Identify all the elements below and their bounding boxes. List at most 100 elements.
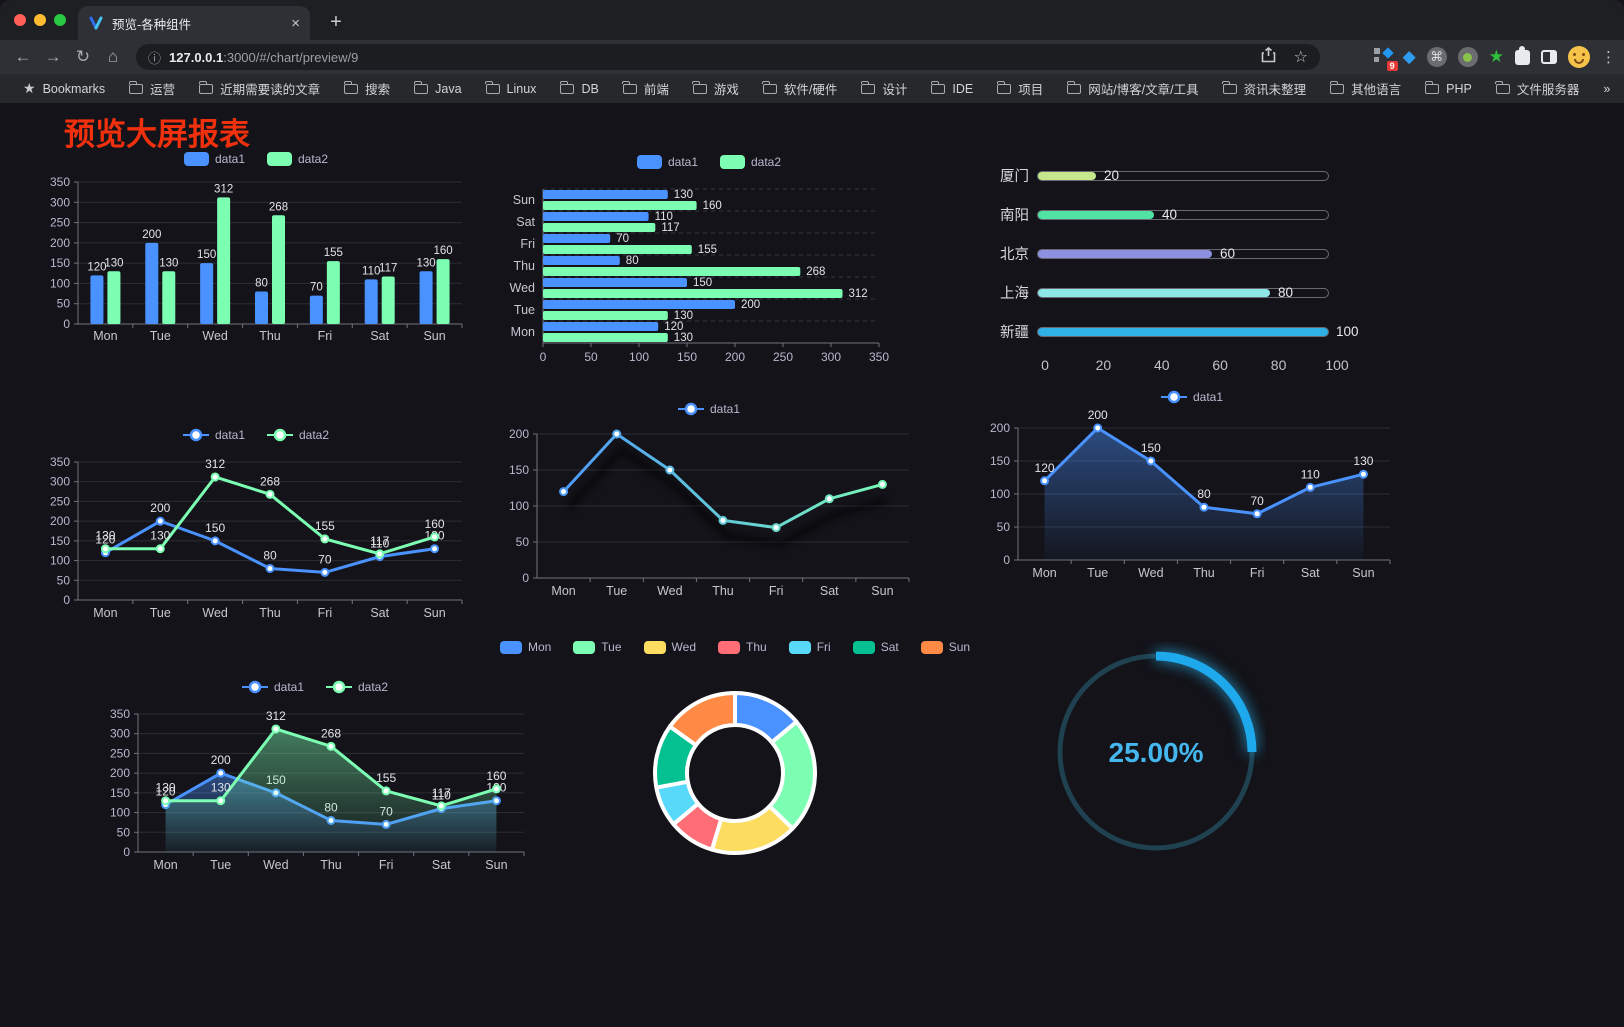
window-minimize-button[interactable] xyxy=(34,14,46,26)
bookmark-folder[interactable]: Linux xyxy=(477,80,546,98)
svg-text:200: 200 xyxy=(725,350,745,364)
bookmark-folder[interactable]: 文件服务器 xyxy=(1487,77,1589,100)
svg-text:Wed: Wed xyxy=(510,281,536,295)
svg-text:Fri: Fri xyxy=(520,237,535,251)
axis-tick-label: 20 xyxy=(1095,357,1112,373)
svg-text:160: 160 xyxy=(703,200,722,212)
tab-close-icon[interactable]: × xyxy=(291,14,300,32)
command-extension-icon[interactable]: ⌘ xyxy=(1426,47,1447,67)
site-info-icon[interactable]: ⓘ xyxy=(148,50,162,66)
forward-icon[interactable]: → xyxy=(44,47,62,66)
bookmarks-manager[interactable]: ★ Bookmarks xyxy=(14,78,114,99)
chart-legend: data1 data2 xyxy=(183,150,328,168)
svg-text:150: 150 xyxy=(509,463,529,477)
progress-value: 100 xyxy=(1336,323,1359,339)
bookmark-folder[interactable]: 设计 xyxy=(852,77,916,100)
svg-text:Wed: Wed xyxy=(202,329,228,343)
progress-fill xyxy=(1038,288,1270,297)
legend-item[interactable]: Mon xyxy=(499,640,551,654)
legend-swatch xyxy=(267,152,292,166)
bookmark-folder[interactable]: Java xyxy=(405,80,470,98)
new-tab-button[interactable]: + xyxy=(330,11,342,33)
share-icon[interactable] xyxy=(1261,46,1276,68)
window-zoom-button[interactable] xyxy=(54,14,66,26)
folder-icon xyxy=(1066,80,1082,94)
address-bar[interactable]: ⓘ 127.0.0.1 :3000/#/chart/preview/9 ☆ xyxy=(136,44,1320,70)
folder-icon xyxy=(485,80,500,94)
gem-extension-icon[interactable]: ◆ xyxy=(1402,47,1416,66)
svg-text:200: 200 xyxy=(50,236,70,250)
window-close-button[interactable] xyxy=(14,14,26,26)
bookmark-folder[interactable]: 软件/硬件 xyxy=(754,77,846,100)
browser-toolbar: ← → ↻ ⌂ ⓘ 127.0.0.1 :3000/#/chart/previe… xyxy=(0,40,1624,74)
folder-icon xyxy=(559,80,575,94)
legend-item[interactable]: data1 xyxy=(1160,390,1223,404)
bookmark-label: 近期需要读的文章 xyxy=(220,83,321,97)
legend-item[interactable]: Fri xyxy=(788,640,831,654)
legend-item[interactable]: data1 xyxy=(182,428,245,442)
reload-icon[interactable]: ↻ xyxy=(75,47,91,66)
chart-line-two-series: data1 data2 0 50 100 150 200 250 300 350 Mon Tue Wed… xyxy=(42,426,470,636)
legend-swatch xyxy=(183,152,209,166)
back-icon[interactable]: ← xyxy=(14,47,32,66)
svg-text:80: 80 xyxy=(1197,487,1211,501)
extensions-puzzle-icon[interactable] xyxy=(1515,45,1530,65)
bookmark-folder[interactable]: 项目 xyxy=(988,77,1052,100)
bookmark-folder[interactable]: DB xyxy=(551,80,607,98)
svg-text:312: 312 xyxy=(214,183,233,195)
bookmark-folder[interactable]: 网站/博客/文章/工具 xyxy=(1058,77,1207,100)
svg-text:150: 150 xyxy=(50,256,70,270)
bookmarks-overflow-button[interactable]: » xyxy=(1594,80,1619,98)
legend-item[interactable]: Sat xyxy=(852,640,899,654)
legend-item[interactable]: Tue xyxy=(573,640,622,654)
legend-item[interactable]: data2 xyxy=(326,680,388,694)
bookmark-folder[interactable]: 近期需要读的文章 xyxy=(190,77,329,100)
bookmark-folder[interactable]: 前端 xyxy=(614,77,678,100)
bookmark-folder[interactable]: PHP xyxy=(1416,80,1481,98)
bookmark-label: 游戏 xyxy=(713,83,739,97)
side-panel-icon[interactable] xyxy=(1541,50,1557,64)
browser-tab[interactable]: 预览-各种组件 × xyxy=(78,6,310,40)
legend-swatch xyxy=(920,640,943,654)
folder-icon xyxy=(762,80,777,94)
legend-label: data2 xyxy=(751,155,782,169)
legend-item[interactable]: data1 xyxy=(183,152,245,166)
url-path: :3000/#/chart/preview/9 xyxy=(223,49,359,65)
recorder-extension-icon[interactable] xyxy=(1457,47,1478,67)
svg-text:Thu: Thu xyxy=(1193,566,1215,580)
chart-legend: data1 xyxy=(677,400,740,418)
browser-menu-icon[interactable]: ⋮ xyxy=(1601,49,1616,66)
bookmark-folder[interactable]: 游戏 xyxy=(684,77,748,100)
legend-item[interactable]: data2 xyxy=(267,428,329,442)
legend-item[interactable]: data1 xyxy=(241,680,304,694)
svg-text:50: 50 xyxy=(584,350,598,364)
bookmark-star-icon[interactable]: ☆ xyxy=(1293,49,1308,66)
svg-text:0: 0 xyxy=(63,593,70,607)
line-chart-canvas: 0 50 100 150 200 Mon Tue Wed Thu Fri Sat Sun 120 200 1… xyxy=(990,410,1391,580)
xpath-extension-icon[interactable]: ★ xyxy=(1488,47,1504,66)
legend-label: Wed xyxy=(671,640,696,654)
legend-item[interactable]: Thu xyxy=(718,640,767,654)
bookmark-label: Java xyxy=(435,81,462,96)
bookmark-folder[interactable]: 其他语言 xyxy=(1321,77,1410,100)
page-title: 预览大屏报表 xyxy=(64,117,250,152)
bookmark-folder[interactable]: 搜索 xyxy=(335,77,399,100)
bookmark-folder[interactable]: 资讯未整理 xyxy=(1214,77,1316,100)
gauge-progress-arc xyxy=(1155,651,1257,753)
legend-item[interactable]: Sun xyxy=(920,640,970,654)
legend-item[interactable]: Wed xyxy=(643,640,696,654)
tab-manager-extension-icon[interactable]: 9 xyxy=(1373,47,1398,71)
bookmark-folder[interactable]: 运营 xyxy=(120,77,184,100)
profile-avatar[interactable] xyxy=(1568,46,1590,68)
legend-item[interactable]: data2 xyxy=(720,155,781,169)
progress-track: 20 xyxy=(1037,168,1329,183)
legend-item[interactable]: data2 xyxy=(267,152,328,166)
bookmark-folder[interactable]: IDE xyxy=(922,80,982,98)
svg-text:200: 200 xyxy=(211,753,231,767)
svg-text:110: 110 xyxy=(1301,467,1320,481)
home-icon[interactable]: ⌂ xyxy=(107,47,119,66)
svg-text:Wed: Wed xyxy=(202,606,228,620)
legend-item[interactable]: data1 xyxy=(636,155,698,169)
legend-item[interactable]: data1 xyxy=(677,402,740,416)
svg-text:155: 155 xyxy=(315,519,335,533)
